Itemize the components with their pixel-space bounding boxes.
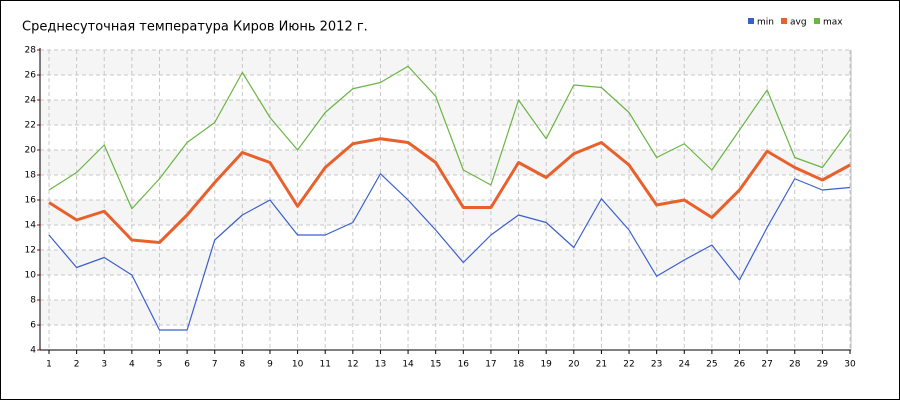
y-tick-label: 12 xyxy=(25,246,36,256)
x-tick-label: 23 xyxy=(651,360,662,370)
y-tick-label: 4 xyxy=(30,346,36,356)
series-line xyxy=(48,173,851,331)
x-tick-label: 10 xyxy=(292,360,304,370)
x-tick-label: 30 xyxy=(844,360,856,370)
band xyxy=(40,150,851,175)
y-tick-label: 14 xyxy=(25,221,37,231)
legend-label: min xyxy=(757,18,774,28)
x-tick-label: 13 xyxy=(375,360,386,370)
x-tick-label: 6 xyxy=(184,360,190,370)
x-tick-label: 15 xyxy=(430,360,441,370)
x-tick-label: 22 xyxy=(623,360,634,370)
band xyxy=(40,200,851,225)
x-tick-label: 24 xyxy=(679,360,691,370)
x-tick-label: 28 xyxy=(789,360,801,370)
y-tick-label: 16 xyxy=(25,196,37,206)
y-tick-label: 26 xyxy=(25,71,37,81)
chart-title: Среднесуточная температура Киров Июнь 20… xyxy=(22,20,368,35)
y-tick-label: 8 xyxy=(30,296,36,306)
x-tick-label: 1 xyxy=(46,360,52,370)
x-tick-label: 7 xyxy=(212,360,218,370)
x-tick-label: 2 xyxy=(74,360,80,370)
y-tick-label: 6 xyxy=(30,321,36,331)
x-tick-label: 25 xyxy=(706,360,717,370)
series-line xyxy=(48,65,851,210)
band xyxy=(40,300,851,325)
legend-swatch xyxy=(781,18,787,24)
y-tick-label: 18 xyxy=(25,171,37,181)
x-tick-label: 3 xyxy=(101,360,107,370)
legend-label: max xyxy=(823,18,843,28)
x-tick-label: 16 xyxy=(458,360,470,370)
legend-swatch xyxy=(748,18,754,24)
x-tick-label: 12 xyxy=(347,360,358,370)
y-tick-label: 24 xyxy=(25,96,37,106)
y-tick-label: 10 xyxy=(25,271,37,281)
series-line xyxy=(48,137,851,244)
x-tick-label: 29 xyxy=(817,360,829,370)
x-tick-label: 26 xyxy=(734,360,746,370)
x-tick-label: 9 xyxy=(267,360,273,370)
x-tick-label: 27 xyxy=(761,360,772,370)
legend-swatch xyxy=(814,18,820,24)
x-tick-label: 18 xyxy=(513,360,525,370)
y-tick-label: 22 xyxy=(25,121,36,131)
x-tick-label: 11 xyxy=(319,360,330,370)
legend-label: avg xyxy=(790,18,807,28)
band xyxy=(40,50,851,75)
x-tick-label: 14 xyxy=(402,360,414,370)
x-tick-label: 17 xyxy=(485,360,496,370)
y-tick-label: 28 xyxy=(25,46,37,56)
x-tick-label: 20 xyxy=(568,360,580,370)
x-tick-label: 4 xyxy=(129,360,135,370)
x-tick-label: 8 xyxy=(239,360,245,370)
x-tick-label: 21 xyxy=(596,360,607,370)
x-tick-label: 19 xyxy=(540,360,552,370)
band xyxy=(40,250,851,275)
y-tick-label: 20 xyxy=(25,146,37,156)
x-tick-label: 5 xyxy=(157,360,163,370)
